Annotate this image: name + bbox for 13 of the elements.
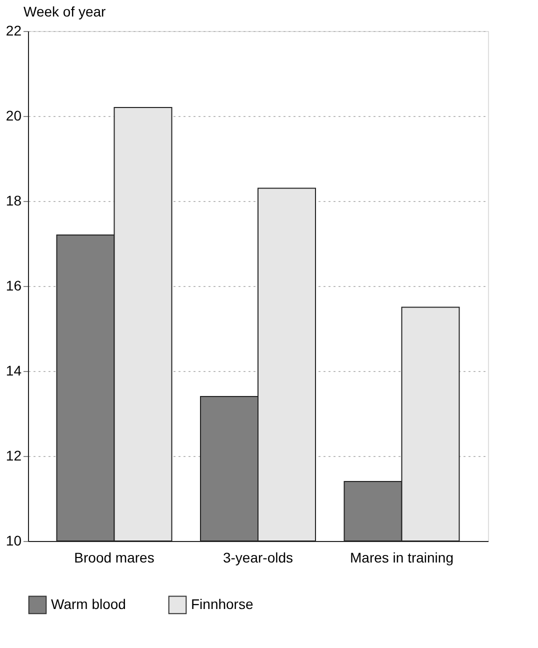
legend-label: Warm blood — [51, 596, 126, 612]
y-tick-label: 20 — [6, 108, 22, 124]
legend-label: Finnhorse — [191, 596, 254, 612]
y-tick-label: 14 — [6, 362, 22, 378]
x-tick-label: 3-year-olds — [222, 550, 294, 566]
y-tick-label: 18 — [6, 192, 22, 208]
y-tick-label: 22 — [6, 22, 22, 38]
y-tick-label: 12 — [6, 448, 22, 464]
y-axis-title: Week of year — [24, 4, 106, 20]
y-tick-label: 10 — [6, 532, 22, 548]
x-tick-label: Brood mares — [74, 550, 154, 566]
x-tick-label: Mares in training — [350, 550, 454, 566]
y-tick-label: 16 — [6, 278, 22, 294]
